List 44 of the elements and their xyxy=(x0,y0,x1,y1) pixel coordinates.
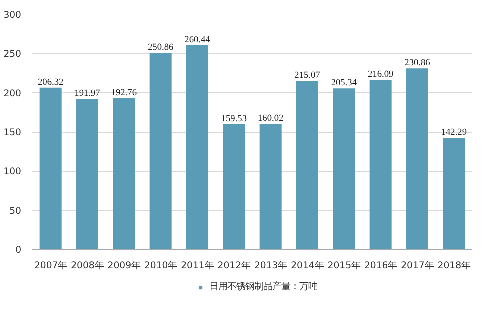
bar xyxy=(296,81,318,250)
x-tick-label: 2009年 xyxy=(108,260,141,272)
data-label: 191.97 xyxy=(74,89,101,100)
data-label: 216.09 xyxy=(368,70,394,80)
bar xyxy=(260,124,282,250)
y-tick-label: 150 xyxy=(4,128,22,138)
bar xyxy=(333,88,356,250)
x-tick-label: 2010年 xyxy=(144,260,178,272)
x-tick-label: 2016年 xyxy=(364,260,398,272)
data-label: 142.29 xyxy=(441,128,468,138)
data-label: 205.34 xyxy=(331,78,358,89)
bar xyxy=(76,99,98,250)
bar xyxy=(223,124,246,250)
y-tick-label: 250 xyxy=(4,49,22,60)
data-label: 260.44 xyxy=(184,35,211,46)
y-tick-label: 300 xyxy=(4,10,22,21)
bar xyxy=(186,45,208,250)
legend-label: 日用不锈钢制品产量：万吨 xyxy=(210,280,318,294)
x-tick-label: 2014年 xyxy=(291,260,324,272)
y-tick-label: 0 xyxy=(16,245,22,256)
bar xyxy=(113,98,136,250)
data-label: 206.32 xyxy=(38,78,64,88)
x-tick-label: 2011年 xyxy=(181,260,214,272)
x-tick-label: 2013年 xyxy=(254,260,288,272)
x-tick-label: 2012年 xyxy=(218,260,251,272)
y-tick-label: 200 xyxy=(4,88,22,100)
data-label: 230.86 xyxy=(404,58,431,69)
data-label: 159.53 xyxy=(221,114,248,125)
data-label: 160.02 xyxy=(258,114,284,124)
x-tick-label: 2015年 xyxy=(328,260,361,272)
data-label: 250.86 xyxy=(148,42,174,53)
bar xyxy=(150,52,172,250)
data-label: 192.76 xyxy=(111,88,138,99)
bar xyxy=(406,68,428,250)
x-tick-label: 2007年 xyxy=(34,260,68,272)
data-label: 215.07 xyxy=(294,71,321,82)
x-tick-label: 2018年 xyxy=(438,260,471,272)
bar xyxy=(370,80,392,250)
x-tick-label: 2017年 xyxy=(401,260,434,272)
x-tick-label: 2008年 xyxy=(71,260,104,272)
y-tick-label: 50 xyxy=(10,206,22,217)
bar xyxy=(40,88,62,250)
bar xyxy=(443,138,466,250)
y-tick-label: 100 xyxy=(4,166,22,178)
